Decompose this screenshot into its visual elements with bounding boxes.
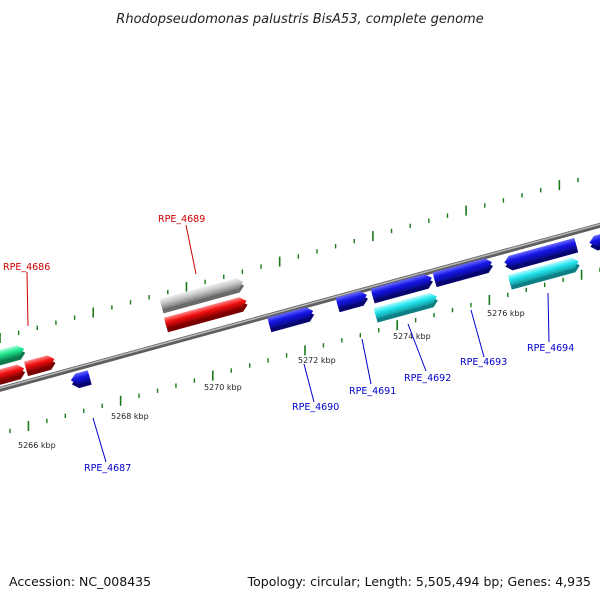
map-title: Rhodopseudomonas palustris BisA53, compl…: [116, 12, 483, 27]
gene-cyan-4692: [373, 292, 438, 323]
gene-label-rpe-4692: RPE_4692: [404, 373, 451, 384]
gene-blue-4694: [504, 237, 579, 271]
gene-label-rpe-4693: RPE_4693: [460, 357, 507, 368]
gene-gray-4689: [159, 278, 245, 314]
kbp-axis-labels: 5266 kbp 5268 kbp 5270 kbp 5272 kbp 5274…: [18, 309, 525, 450]
gene-red-4689: [164, 297, 248, 333]
gene-blue-4693: [432, 258, 493, 288]
gene-blue-4691: [335, 291, 369, 313]
gene-label-rpe-4691: RPE_4691: [349, 386, 396, 397]
gene-label-rpe-4687: RPE_4687: [84, 463, 131, 474]
gene-blue-edge: [589, 231, 600, 251]
gene-green-1: [0, 345, 26, 371]
gene-label-rpe-4686: RPE_4686: [3, 262, 50, 273]
gene-red-2: [24, 355, 56, 377]
tick-row-outer: [0, 177, 579, 343]
accession-text: Accession: NC_008435: [9, 574, 151, 589]
gene-labels: RPE_4686 RPE_4689 RPE_4687 RPE_4690 RPE_…: [3, 214, 574, 474]
kbp-label: 5274 kbp: [393, 332, 431, 341]
genome-backbone: [0, 222, 600, 392]
gene-red-1: [0, 364, 26, 391]
genome-summary-text: Topology: circular; Length: 5,505,494 bp…: [247, 574, 591, 589]
kbp-label: 5270 kbp: [204, 383, 242, 392]
gene-label-rpe-4694: RPE_4694: [527, 343, 574, 354]
gene-blue-4687: [70, 370, 92, 389]
tick-row-inner: [9, 267, 600, 434]
kbp-label: 5276 kbp: [487, 309, 525, 318]
kbp-label: 5268 kbp: [111, 412, 149, 421]
gene-label-rpe-4689: RPE_4689: [158, 214, 205, 225]
gene-features: [0, 231, 600, 391]
gene-cyan-4694: [507, 257, 580, 290]
gene-blue-4692a: [370, 274, 433, 304]
gene-label-rpe-4690: RPE_4690: [292, 402, 339, 413]
kbp-label: 5272 kbp: [298, 356, 336, 365]
gene-blue-4690: [267, 307, 315, 333]
kbp-label: 5266 kbp: [18, 441, 56, 450]
gene-label-leaders: [26, 224, 550, 463]
